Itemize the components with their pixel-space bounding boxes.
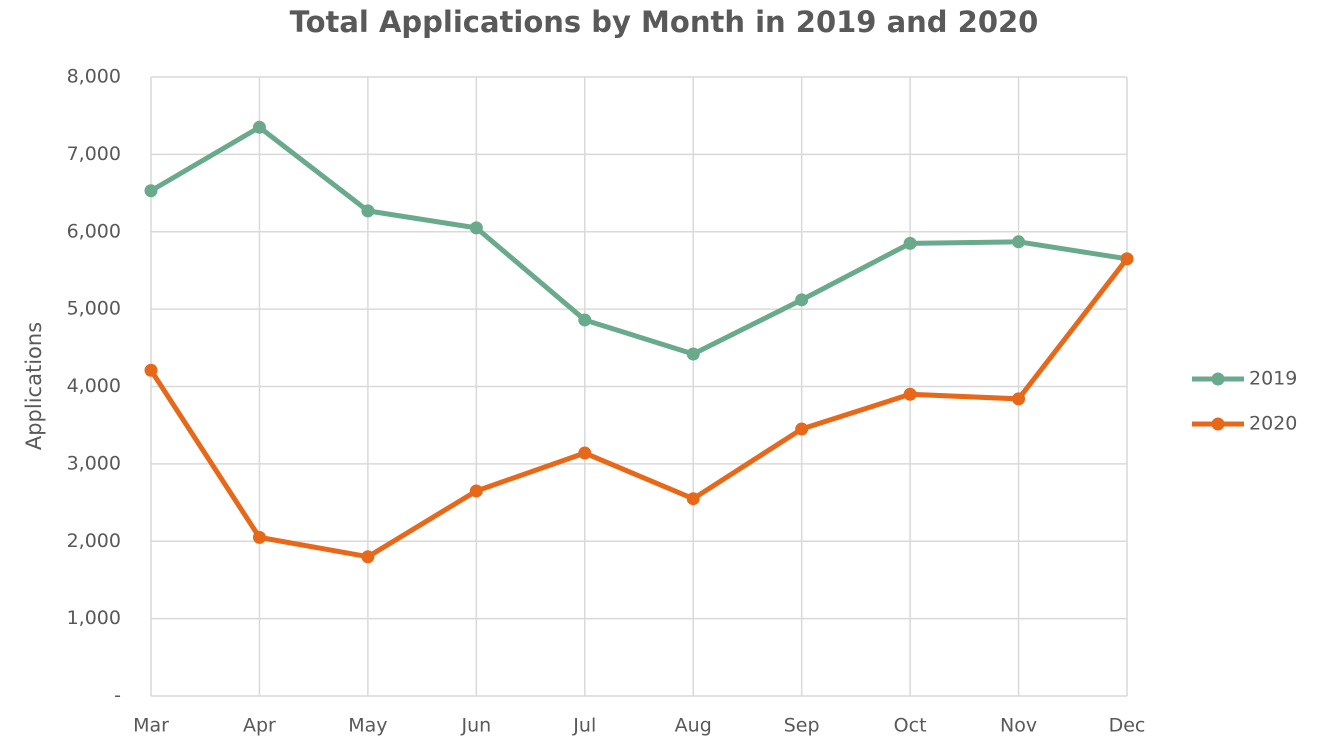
legend-label: 2020: [1249, 413, 1297, 435]
point: [252, 530, 266, 544]
point: [686, 492, 700, 506]
point: [578, 446, 592, 460]
y-tick-label: 1,000: [67, 607, 121, 629]
point: [469, 484, 483, 498]
point: [578, 313, 592, 327]
point: [144, 184, 158, 198]
point: [361, 204, 375, 218]
legend-label: 2019: [1249, 368, 1297, 390]
x-tick-label: May: [348, 715, 387, 737]
x-tick-label: Dec: [1109, 715, 1146, 737]
x-tick-label: Jul: [572, 715, 596, 737]
point: [1012, 392, 1026, 406]
chart-title: Total Applications by Month in 2019 and …: [290, 5, 1039, 39]
x-tick-label: Mar: [133, 715, 169, 737]
point: [1120, 252, 1134, 266]
x-tick-label: Jun: [460, 715, 491, 737]
point: [903, 387, 917, 401]
point: [686, 347, 700, 361]
y-tick-label: -: [114, 685, 121, 707]
y-tick-label: 3,000: [67, 452, 121, 474]
x-tick-label: Apr: [243, 715, 276, 737]
x-tick-label: Oct: [894, 715, 927, 737]
point: [1012, 235, 1026, 249]
y-tick-label: 8,000: [67, 66, 121, 88]
y-tick-label: 6,000: [67, 220, 121, 242]
point: [252, 120, 266, 134]
y-axis-label: Applications: [22, 322, 46, 450]
point: [795, 293, 809, 307]
legend-marker: [1211, 417, 1225, 431]
series-line: [148, 257, 1129, 560]
x-tick-label: Aug: [675, 715, 712, 737]
series-line: [149, 124, 1128, 357]
point: [795, 422, 809, 436]
point: [144, 363, 158, 377]
y-tick-label: 7,000: [67, 143, 121, 165]
y-tick-label: 2,000: [67, 530, 121, 552]
x-tick-label: Sep: [784, 715, 820, 737]
y-tick-label: 4,000: [67, 375, 121, 397]
point: [469, 221, 483, 235]
point: [903, 236, 917, 250]
y-tick-label: 5,000: [67, 298, 121, 320]
x-tick-label: Nov: [1000, 715, 1037, 737]
point: [361, 550, 375, 564]
legend-marker: [1211, 372, 1225, 386]
